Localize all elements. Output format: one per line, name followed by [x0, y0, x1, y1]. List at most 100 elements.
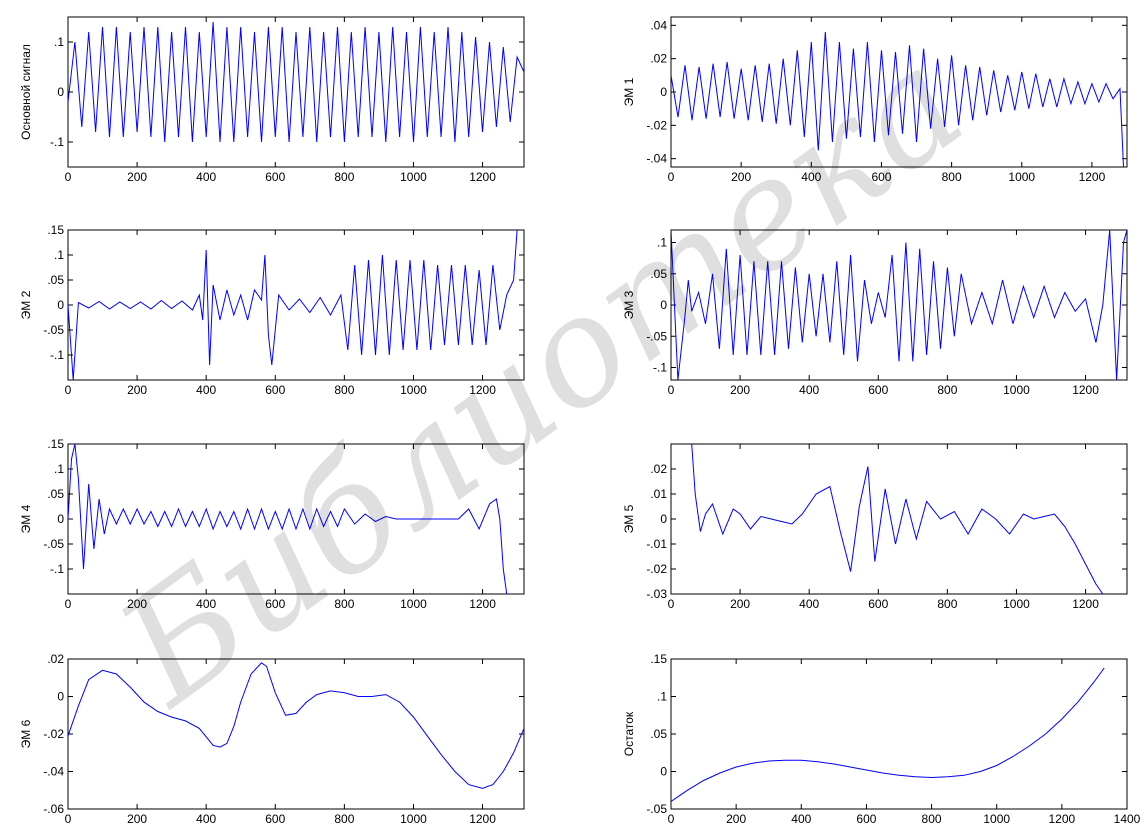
x-tick-label: 0 [65, 170, 72, 184]
x-tick-label: 200 [127, 383, 147, 397]
y-axis-label: ЭМ 3 [622, 290, 636, 319]
x-tick-label: 800 [937, 597, 957, 611]
subplot-7: 0 200 400 600 800 1000 1200 -.06 -.04 -.02 0 .02 ЭМ … [19, 652, 525, 826]
x-tick-label: 0 [668, 597, 675, 611]
x-tick-label: 400 [196, 383, 216, 397]
x-tick-label: 800 [334, 383, 354, 397]
y-tick-label: .01 [650, 487, 667, 501]
x-tick-label: 600 [265, 597, 285, 611]
x-tick-label: 0 [65, 812, 72, 826]
y-tick-label: .05 [47, 487, 64, 501]
y-tick-label: 0 [660, 512, 667, 526]
y-axis-label: Основной сигнал [19, 44, 33, 140]
y-tick-label: .02 [650, 52, 667, 66]
y-tick-label: .15 [47, 437, 64, 451]
x-tick-label: 600 [265, 812, 285, 826]
y-tick-label: .02 [47, 652, 64, 666]
y-tick-label: -.1 [50, 562, 64, 576]
x-tick-label: 200 [731, 170, 751, 184]
y-tick-label: -.05 [646, 329, 667, 343]
x-tick-label: 1200 [469, 383, 496, 397]
subplot-1: 0 200 400 600 800 1000 1200 -.1 0 .1 Основной сигн… [19, 16, 525, 184]
x-tick-label: 1200 [469, 812, 496, 826]
x-tick-label: 1000 [400, 597, 427, 611]
y-tick-label: .1 [54, 248, 64, 262]
x-tick-label: 1000 [400, 383, 427, 397]
x-tick-label: 400 [801, 170, 821, 184]
subplot-3: 0 200 400 600 800 1000 1200 -.1 -.05 0 .05 .1 .15 ЭМ … [19, 223, 525, 397]
y-tick-label: -.04 [646, 152, 667, 166]
y-tick-label: -.02 [646, 118, 667, 132]
x-tick-label: 1200 [469, 597, 496, 611]
x-tick-label: 1000 [983, 812, 1010, 826]
x-tick-label: 1200 [1049, 812, 1076, 826]
x-tick-label: 800 [334, 170, 354, 184]
y-tick-label: .1 [54, 462, 64, 476]
x-tick-label: 0 [65, 383, 72, 397]
x-tick-label: 200 [127, 597, 147, 611]
y-tick-label: -.05 [646, 802, 667, 816]
subplot-6: 0 200 400 600 800 1000 1200 -.03 -.02 -.01 0 .01 .02… [622, 443, 1128, 611]
x-tick-label: 800 [334, 812, 354, 826]
y-tick-label: 0 [660, 298, 667, 312]
x-tick-label: 1000 [1003, 597, 1030, 611]
x-tick-label: 600 [868, 597, 888, 611]
y-tick-label: .15 [650, 652, 667, 666]
x-tick-label: 1000 [1003, 383, 1030, 397]
y-tick-label: 0 [660, 765, 667, 779]
series-line [68, 21, 524, 143]
series-line [671, 230, 1127, 380]
y-tick-label: 0 [660, 85, 667, 99]
x-tick-label: 1200 [1079, 170, 1106, 184]
y-tick-label: 0 [57, 85, 64, 99]
plot-frame [67, 16, 525, 168]
x-tick-label: 1200 [1072, 597, 1099, 611]
y-tick-label: .15 [47, 223, 64, 237]
x-tick-label: 800 [922, 812, 942, 826]
y-axis-label: ЭМ 1 [622, 77, 636, 106]
x-tick-label: 800 [942, 170, 962, 184]
y-tick-label: -.1 [653, 361, 667, 375]
x-tick-label: 600 [871, 170, 891, 184]
y-tick-label: -.06 [43, 802, 64, 816]
y-tick-label: -.04 [43, 765, 64, 779]
series-line [671, 31, 1124, 167]
x-tick-label: 800 [334, 597, 354, 611]
y-tick-label: .1 [657, 236, 667, 250]
y-tick-label: -.02 [43, 727, 64, 741]
series-line [68, 230, 518, 380]
y-axis-label: Остаток [622, 711, 636, 756]
x-tick-label: 200 [127, 170, 147, 184]
series-line [68, 444, 508, 594]
x-tick-label: 200 [730, 383, 750, 397]
x-tick-label: 0 [668, 383, 675, 397]
y-tick-label: .02 [650, 462, 667, 476]
x-tick-label: 600 [856, 812, 876, 826]
x-tick-label: 600 [265, 383, 285, 397]
y-axis-label: ЭМ 6 [19, 719, 33, 748]
y-tick-label: -.05 [43, 537, 64, 551]
y-tick-label: -.01 [646, 537, 667, 551]
x-tick-label: 1000 [1008, 170, 1035, 184]
y-tick-label: 0 [57, 298, 64, 312]
x-tick-label: 1400 [1114, 812, 1141, 826]
series-line [68, 662, 524, 789]
y-tick-label: -.1 [50, 135, 64, 149]
y-tick-label: -.02 [646, 562, 667, 576]
x-tick-label: 600 [868, 383, 888, 397]
y-tick-label: 0 [57, 690, 64, 704]
y-axis-label: ЭМ 4 [19, 504, 33, 533]
x-tick-label: 200 [726, 812, 746, 826]
x-tick-label: 400 [196, 170, 216, 184]
y-tick-label: .05 [650, 267, 667, 281]
x-tick-label: 400 [196, 597, 216, 611]
x-tick-label: 200 [730, 597, 750, 611]
subplot-5: 0 200 400 600 800 1000 1200 -.1 -.05 0 .05 .1 .15 ЭМ … [19, 437, 525, 611]
x-tick-label: 400 [799, 383, 819, 397]
y-tick-label: -.03 [646, 587, 667, 601]
series-line [671, 667, 1105, 802]
x-tick-label: 0 [65, 597, 72, 611]
y-tick-label: -.1 [50, 348, 64, 362]
plot-frame [670, 658, 1128, 810]
